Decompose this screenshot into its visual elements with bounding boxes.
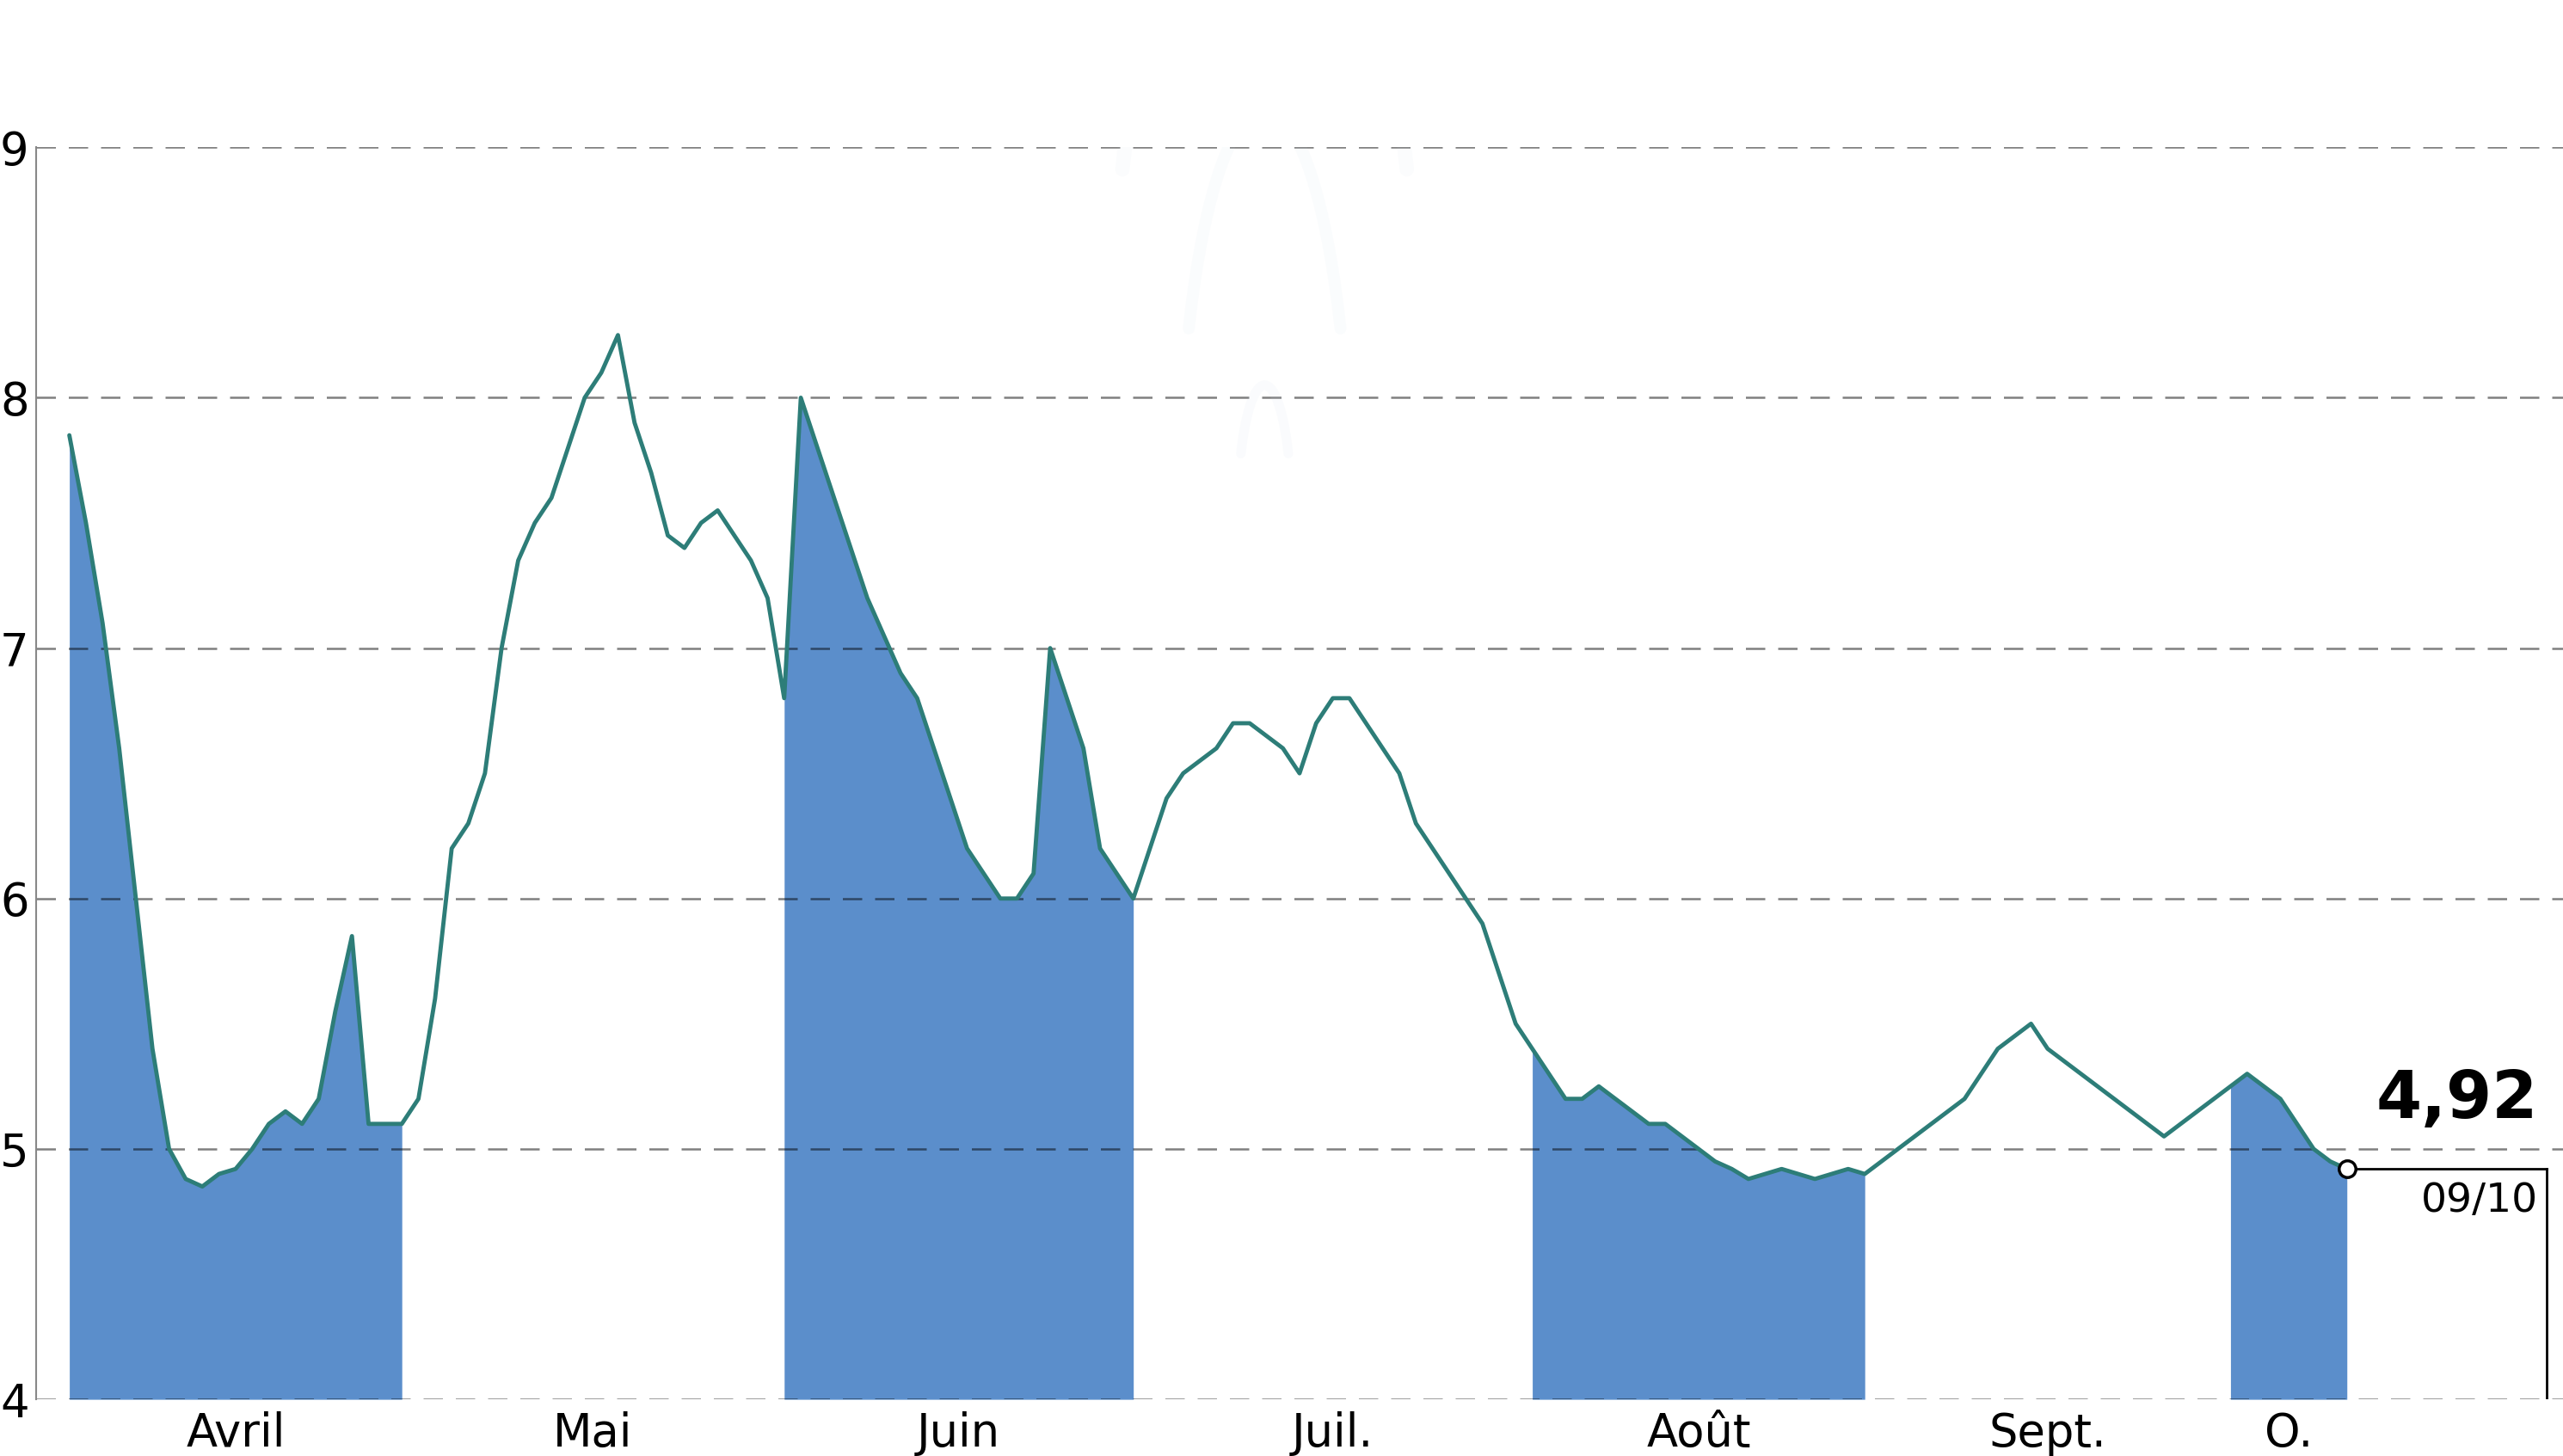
Text: 09/10: 09/10 (2422, 1181, 2537, 1220)
Text: HYDROGEN REFUELING: HYDROGEN REFUELING (600, 22, 1999, 125)
Text: 4,92: 4,92 (2376, 1067, 2537, 1131)
